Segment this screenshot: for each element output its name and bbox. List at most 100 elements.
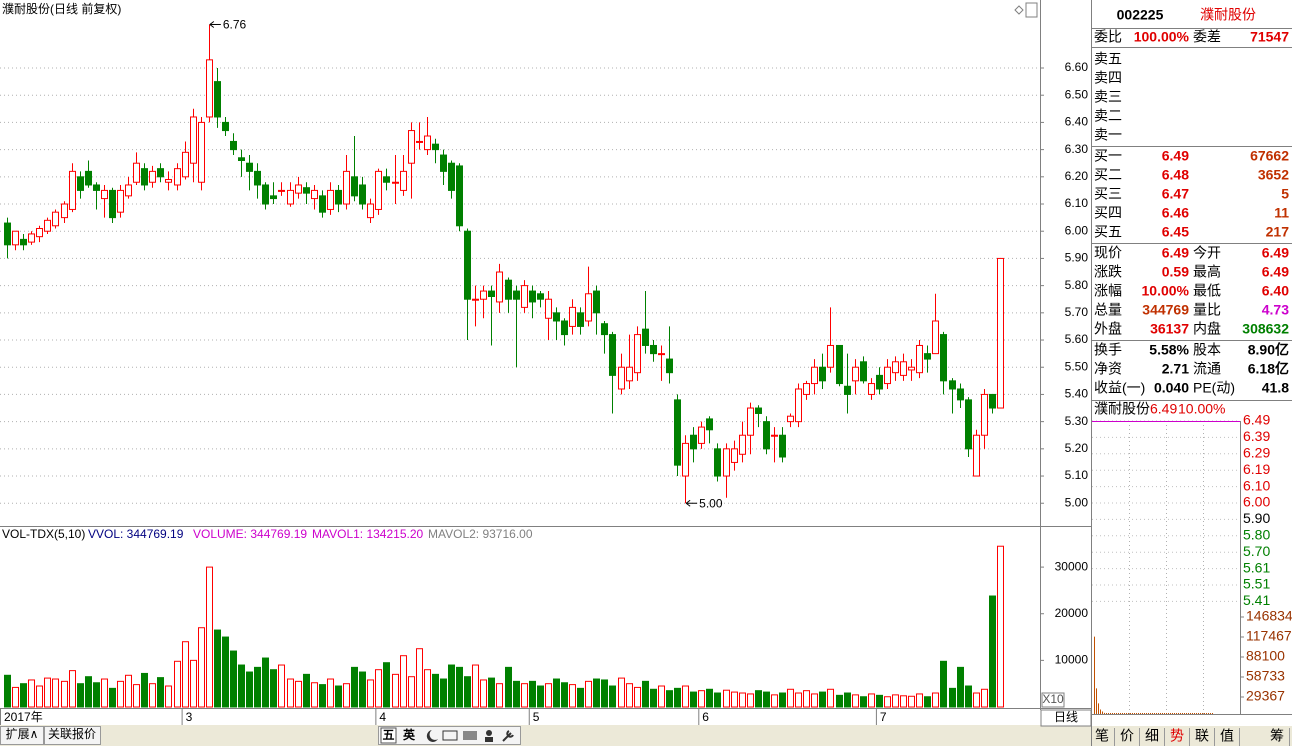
side-tab[interactable]: 值 [1220,728,1234,744]
candle-body [133,162,140,183]
tool-label[interactable]: 英 [403,727,416,742]
candle-body [190,116,197,164]
candle-body [723,448,730,477]
keyboard-icon[interactable] [442,730,458,741]
volume-bar [755,690,762,708]
period-label[interactable]: 日线 [1054,710,1078,724]
candle-body [827,344,834,368]
side-tab[interactable]: 势 [1170,728,1184,744]
tool-button[interactable] [380,727,397,744]
volume-bar [416,648,423,708]
y-tick-label: 6.00 [1065,223,1089,237]
volume-bar [69,670,76,708]
volume-bar [989,595,996,708]
panel-text: PE(动) [1193,380,1235,396]
chart-title: 濮耐股份(日线 前复权) [2,1,121,16]
mini-volume-label: 117467 [1246,628,1292,644]
volume-bar [876,694,883,708]
y-tick-label: 30000 [1055,559,1089,573]
candle-body [480,290,487,300]
panel-text: 濮耐股份 [1094,401,1150,417]
candle-body [359,184,366,205]
panel-text: 买二 [1094,167,1122,183]
volume-bar [165,685,172,708]
panel-text: 0.59 [1162,264,1189,280]
candle-body [981,393,988,436]
panel-text: 买一 [1094,148,1122,164]
volume-bar [141,672,148,708]
side-tab[interactable]: 联 [1195,728,1209,744]
candle-body [109,189,116,219]
candle-body [278,189,285,192]
tab-button[interactable] [44,726,101,745]
side-tab[interactable]: 价 [1120,728,1134,744]
keyboard-icon[interactable] [463,731,477,740]
candle-body [747,407,754,436]
volume-bar [295,680,302,708]
y-tick-label: 10000 [1055,653,1089,667]
volume-bar [965,685,972,708]
volume-bar [827,688,834,708]
side-tab[interactable]: 笔 [1095,728,1109,744]
candle-body [222,121,229,132]
volume-bar [287,678,294,708]
candle-body [198,121,205,183]
volume-bar [270,669,277,708]
volume-bar [383,662,390,708]
volume-bar [93,682,100,708]
tool-label[interactable]: 五 [382,728,394,742]
side-tab[interactable]: 细 [1145,728,1159,744]
volume-bar [553,678,560,708]
panel-text: 6.47 [1162,186,1189,202]
annotation-label: 5.00 [699,496,723,510]
candle-body [44,219,51,232]
side-tab[interactable]: 筹 [1270,728,1284,744]
y-tick-label: 5.60 [1065,332,1089,346]
candle-body [101,189,108,200]
candle-body [609,334,616,376]
tab-label[interactable]: 关联报价 [48,726,96,741]
panel-text: 41.8 [1262,380,1289,396]
panel-text: 67662 [1250,148,1289,164]
candle-body [900,361,907,376]
volume-bar [367,679,374,708]
volume-bar [577,687,584,708]
panel-text: 卖五 [1094,51,1122,67]
moon-icon[interactable] [426,730,438,742]
y-tick-label: 6.10 [1065,196,1089,210]
candle-body [997,257,1004,409]
candle-body [214,81,221,118]
candle-body [157,168,164,178]
tab-button[interactable] [0,726,44,745]
period-box[interactable] [1040,709,1092,727]
stock-code: 002225 [1117,7,1164,23]
side-tabs-bar [1092,726,1292,746]
volume-bar [609,685,616,708]
volume-bar [981,688,988,708]
candle-body [149,170,156,183]
candle-body [230,140,237,151]
y-tick-label: 6.30 [1065,142,1089,156]
wrench-icon[interactable] [502,730,514,742]
volume-bar [973,692,980,708]
panel-text: 委差 [1193,29,1221,45]
panel-text: 4.73 [1262,302,1289,318]
volume-bar [359,671,366,708]
scroll-button[interactable] [1025,2,1038,18]
toolbar [378,726,521,745]
candle-body [577,312,584,327]
candle-body [351,176,358,197]
y-tick-label: 5.20 [1065,441,1089,455]
volume-bar [819,691,826,708]
volume-bar [343,683,350,708]
candle-body [852,366,859,382]
candle-body [916,344,923,374]
tab-label[interactable]: 扩展∧ [6,727,39,741]
candle-body [965,399,972,450]
mini-price-label: 5.51 [1243,576,1270,592]
candle-body [367,203,374,219]
panel-text: 2.71 [1162,361,1189,377]
user-icon[interactable] [486,730,492,736]
candle-body [165,179,172,183]
user-icon[interactable] [485,737,493,742]
